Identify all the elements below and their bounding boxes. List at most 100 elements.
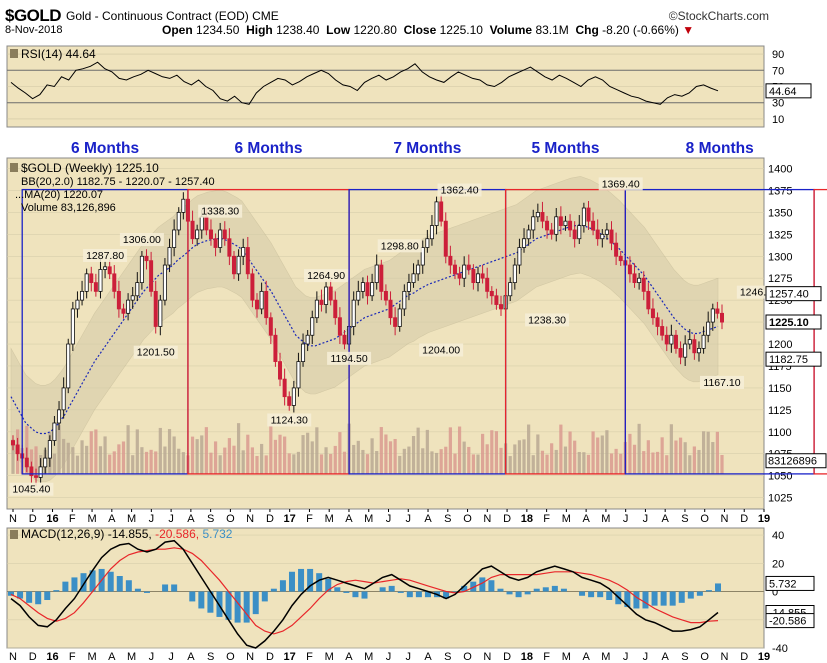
brand-watermark[interactable]: ©StockCharts.com [668,9,769,23]
price-tick-label: 1200 [768,339,792,351]
price-annotation: 1362.40 [441,185,479,197]
candle [687,339,692,345]
macd-histogram-bar [515,591,522,598]
macd-histogram-bar [343,591,350,593]
macd-histogram-bar [53,590,60,592]
macd-histogram-bar [89,570,96,592]
x-tick-label: A [662,513,670,525]
candle [34,475,39,478]
macd-title-part: 5.732 [199,527,233,541]
candle [696,348,701,354]
x-tick-label-bottom: F [69,651,76,663]
candle [282,378,287,398]
volume-bar [536,434,540,474]
instrument-description: Gold - Continuous Contract (EOD) CME [66,9,279,23]
candle [710,308,715,323]
volume-bar [467,446,471,474]
price-annotation-bg [419,343,464,357]
volume-bar [269,426,273,474]
volume-bar [568,431,572,474]
candle [305,334,310,345]
candle [195,229,200,240]
macd-histogram-bar [461,585,468,592]
rsi-pane-icon [10,49,18,58]
candle [641,277,646,292]
volume-bar [573,440,577,474]
volume-bar [135,429,139,474]
macd-histogram-bar [62,581,69,592]
ma-legend: ...MA(20) 1220.07 [15,189,103,201]
candle [107,266,112,275]
volume-bar [499,447,503,474]
macd-title: MACD(12,26,9) -14.855, -20.586, 5.732 [21,527,233,541]
x-tick-label: M [364,513,373,525]
volume-bar [600,435,604,474]
macd-histogram-bar [162,584,169,592]
price-annotation: 1204.00 [422,345,460,357]
candle [475,273,480,284]
x-tick-label-bottom: 17 [284,651,296,663]
volume-bar [310,441,314,474]
candle [116,290,121,310]
x-tick-label-bottom: N [483,651,491,663]
macd-signal-line [10,547,719,635]
x-tick-label: S [207,513,214,525]
macd-histogram-bar [452,591,459,593]
volume-bar [660,437,664,474]
volume-bar [494,431,499,474]
x-tick-label: S [681,513,688,525]
volume-bar [158,427,162,474]
volume-bar [94,429,98,474]
x-tick-label: N [720,513,728,525]
candle [600,233,605,240]
candle [296,361,301,389]
candle [342,334,347,345]
price-annotation-bg [133,345,178,359]
candle [466,264,471,270]
candle [287,396,292,406]
candle [393,317,398,327]
volume-bar [453,453,457,474]
volume-bar [480,433,485,474]
rsi-tick-label: 90 [772,49,784,61]
candle [259,290,264,310]
candle [15,444,20,455]
macd-histogram-bar [252,591,259,615]
x-tick-label-bottom: S [681,651,688,663]
volume-bar [540,450,545,474]
x-tick-label: A [108,513,116,525]
x-tick-label: J [168,513,174,525]
candle [278,361,283,380]
macd-histogram-bar [633,591,640,609]
volume-bar [407,446,411,474]
candle [365,282,370,297]
candle [103,266,108,270]
volume-bar [260,443,264,474]
macd-histogram-bar [678,591,685,603]
volume-bar [517,440,522,474]
x-tick-label: J [623,513,629,525]
volume-bar [522,439,526,474]
macd-histogram-bar [715,583,721,592]
volume-bar [559,424,563,474]
candle [397,308,402,327]
macd-histogram-bar [261,591,268,602]
x-tick-label-bottom: A [582,651,590,663]
volume-bar [365,454,370,474]
macd-tick-label: 40 [772,530,784,542]
price-tick-label: 1100 [768,427,792,439]
open-label: Open [162,23,193,37]
candle [678,348,683,358]
candle [29,466,34,477]
volume-bar [80,440,84,474]
candle [181,198,186,213]
chart-header: $GOLD Gold - Continuous Contract (EOD) C… [0,0,827,37]
volume-bar [531,455,535,474]
volume-bar [227,438,231,474]
candle [489,290,494,297]
change-label: Chg [575,23,599,37]
candle [420,247,425,266]
candle [255,299,260,310]
price-annotation: 1306.00 [123,234,161,246]
candle [425,238,430,248]
